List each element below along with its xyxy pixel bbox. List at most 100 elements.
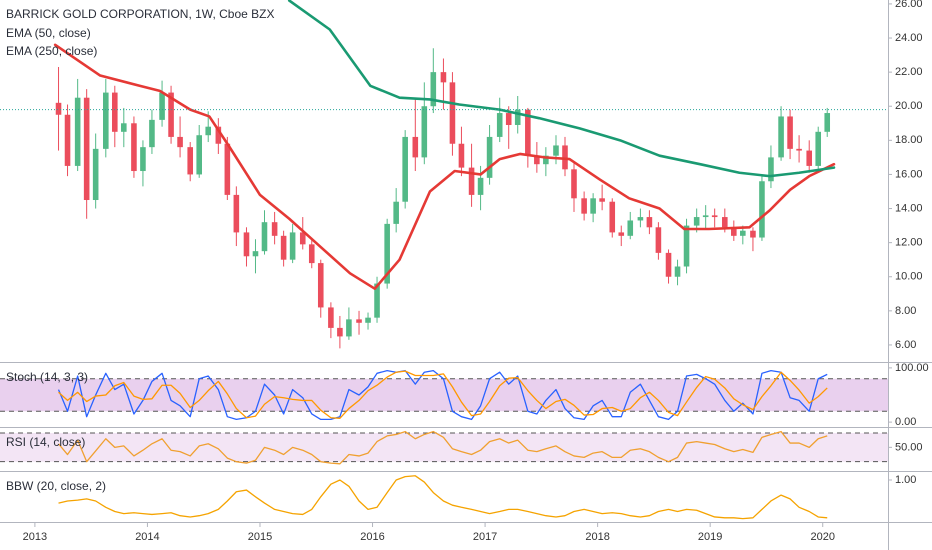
pane [0, 430, 888, 465]
candle-body [337, 327, 343, 337]
y-tick-label: 6.00 [895, 339, 916, 351]
candle-body [768, 157, 774, 182]
candle-body [168, 92, 174, 137]
x-tick-label: 2017 [473, 531, 497, 543]
candle-body [317, 263, 324, 308]
y-tick-label: 10.00 [895, 271, 923, 283]
candle-body [824, 113, 831, 132]
candle-body [205, 126, 212, 136]
y-tick-label: 24.00 [895, 32, 923, 44]
y-tick-label: 22.00 [895, 66, 923, 78]
candle-body [468, 167, 475, 195]
y-tick-label: 20.00 [895, 100, 923, 112]
candle-body [599, 198, 605, 202]
x-tick-label: 2014 [135, 531, 159, 543]
candle-body [505, 113, 512, 125]
x-tick-label: 2013 [23, 531, 47, 543]
candle-body [731, 227, 737, 236]
candle-body [271, 222, 278, 236]
x-tick-label: 2015 [248, 531, 272, 543]
candle-body [711, 215, 718, 218]
y-tick-label: 1.00 [895, 474, 916, 486]
candle-body [787, 116, 793, 149]
candle-body [112, 92, 118, 132]
indicator-title: BBW (20, close, 2) [6, 479, 106, 493]
candle-body [750, 230, 756, 238]
pane [0, 369, 888, 421]
candle-body [280, 235, 287, 260]
ema-line [53, 43, 836, 290]
candle-body [140, 147, 146, 172]
candle-body [289, 232, 296, 260]
candle-body [55, 102, 62, 115]
candle-body [356, 319, 362, 323]
candle-body [581, 198, 587, 214]
candle-body [722, 217, 728, 228]
candle-body [64, 114, 71, 166]
chart-title: BARRICK GOLD CORPORATION, 1W, Cboe BZX [6, 7, 275, 21]
candle-body [92, 148, 99, 201]
candle-body [674, 266, 681, 277]
candle-body [346, 319, 352, 337]
indicator-title: Stoch (14, 3, 3) [6, 370, 88, 384]
x-tick-label: 2020 [810, 531, 834, 543]
x-tick-label: 2019 [698, 531, 722, 543]
candle-body [177, 136, 183, 148]
indicator-title: RSI (14, close) [6, 435, 85, 449]
pane [0, 0, 888, 349]
candle-body [159, 92, 165, 120]
candle-body [243, 232, 250, 257]
indicator-line [57, 369, 828, 421]
candle-body [430, 72, 437, 107]
y-tick-label: 18.00 [895, 134, 923, 146]
candle-body [215, 126, 222, 144]
candle-body [543, 155, 549, 165]
y-tick-label: 0.00 [895, 416, 916, 428]
candle-body [477, 177, 484, 195]
candle-body [328, 307, 334, 328]
legend-entry: EMA (250, close) [6, 44, 97, 58]
candle-body [590, 198, 596, 214]
x-tick-label: 2016 [360, 531, 384, 543]
candle-body [553, 145, 559, 156]
candle-body [562, 145, 568, 170]
candle-body [609, 201, 616, 233]
candle-body [571, 169, 577, 199]
candle-body [815, 131, 822, 166]
indicator-line [58, 475, 828, 520]
candle-body [233, 194, 240, 233]
candle-body [534, 155, 540, 165]
candle-body [299, 232, 306, 245]
candle-body [131, 123, 137, 172]
candle-body [796, 148, 802, 151]
candle-body [440, 72, 447, 83]
indicator-line [58, 430, 828, 465]
candle-body [402, 136, 408, 202]
candle-body [646, 217, 653, 228]
y-tick-label: 8.00 [895, 305, 916, 317]
candle-body [365, 317, 371, 323]
candle-body [514, 109, 521, 125]
candle-body [121, 123, 127, 132]
candle-body [308, 244, 315, 264]
candle-body [759, 181, 765, 238]
y-tick-label: 50.00 [895, 441, 923, 453]
candle-body [74, 97, 81, 166]
candle-body [449, 82, 456, 144]
candle-body [693, 217, 700, 226]
candle-body [187, 147, 193, 175]
candle-body [702, 215, 709, 218]
candle-body [496, 113, 503, 137]
x-tick-label: 2018 [585, 531, 609, 543]
legend-entry: EMA (50, close) [6, 26, 91, 40]
candle-body [393, 201, 399, 224]
y-tick-label: 26.00 [895, 0, 923, 10]
y-tick-label: 16.00 [895, 168, 923, 180]
candle-body [384, 223, 390, 284]
candle-body [525, 109, 531, 156]
candle-body [458, 143, 465, 168]
ema-line [287, 0, 836, 178]
candle-body [655, 227, 662, 253]
